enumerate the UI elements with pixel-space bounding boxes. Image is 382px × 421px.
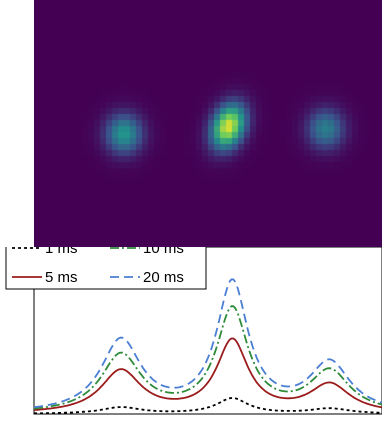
series-line-10-ms <box>33 305 382 410</box>
series-line-1-ms <box>33 397 382 415</box>
series-line-5-ms <box>33 337 382 411</box>
legend-box <box>5 247 207 290</box>
series-layer <box>33 278 382 415</box>
legend-label-1-ms: 1 ms <box>45 247 78 257</box>
legend: 1 ms 5 ms 10 ms 20 ms <box>5 247 207 290</box>
plot-frame <box>33 247 382 415</box>
profile-plot: 1 ms 5 ms 10 ms 20 ms <box>5 247 382 415</box>
legend-label-10-ms: 10 ms <box>143 247 184 257</box>
series-line-20-ms <box>33 278 382 409</box>
legend-label-5-ms: 5 ms <box>45 269 78 286</box>
heatmap-image <box>34 0 382 247</box>
legend-label-20-ms: 20 ms <box>143 269 184 286</box>
